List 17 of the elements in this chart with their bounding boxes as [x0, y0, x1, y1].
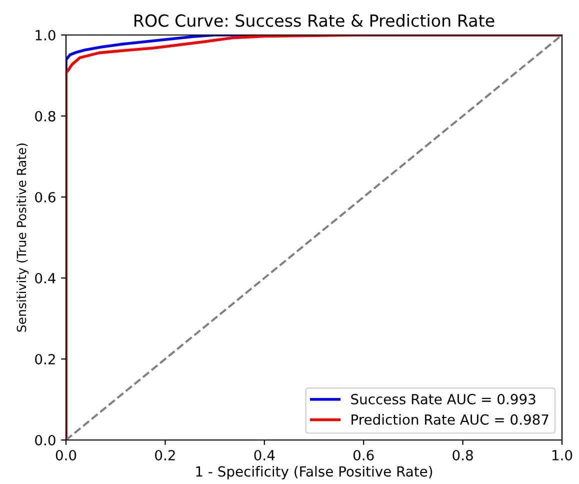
y-tick-label: 1.0	[36, 30, 56, 40]
x-axis-title: 1 - Specificity (False Positive Rate)	[196, 466, 432, 480]
y-axis-title: Sensitivity (True Positive Rate)	[16, 144, 29, 332]
legend-label: Prediction Rate AUC = 0.987	[352, 414, 548, 425]
y-tick-label: 0.2	[35, 354, 55, 364]
x-tick-label: 0.2	[155, 450, 175, 460]
y-tick-label: 0.6	[35, 192, 56, 202]
x-tick-label: 0.8	[452, 450, 473, 460]
x-tick-label: 0.0	[56, 450, 76, 460]
x-tick-label: 0.6	[353, 450, 374, 460]
y-tick-label: 0.4	[35, 272, 56, 284]
y-tick-label: 0.8	[35, 110, 56, 122]
chart-title: ROC Curve: Success Rate & Prediction Rate	[134, 14, 494, 27]
x-tick-label: 1.0	[552, 450, 572, 460]
x-tick-label: 0.4	[254, 450, 275, 460]
y-tick-label: 0.0	[35, 434, 56, 446]
legend-label: Success Rate AUC = 0.993	[351, 394, 536, 404]
